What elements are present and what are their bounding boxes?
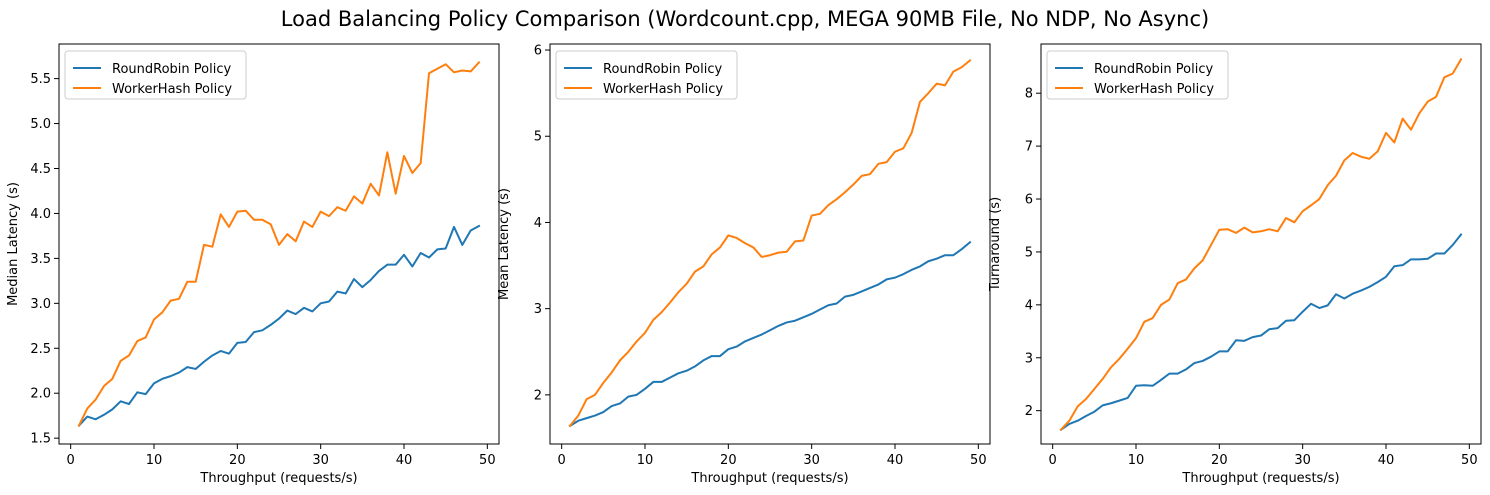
legend-label: RoundRobin Policy xyxy=(603,62,722,77)
y-tick-label: 4.5 xyxy=(30,162,51,177)
x-tick-label: 50 xyxy=(970,453,987,468)
y-tick-label: 1.5 xyxy=(30,432,51,447)
y-tick-label: 5.5 xyxy=(30,72,51,87)
x-tick-label: 10 xyxy=(637,453,654,468)
subplot-1: 0 10 20 30 40 50 1.5 2.0 2.5 3.0 3.5 4.0 4.5 5.0 5.5 Th… xyxy=(6,43,500,486)
y-tick-label: 7 xyxy=(1025,140,1033,155)
y-axis-label: Turnaround (s) xyxy=(988,197,1003,292)
subplot-2: 0 10 20 30 40 50 2 3 4 5 6 Throughput (requests/s) M… xyxy=(497,43,991,486)
y-tick-label: 2.5 xyxy=(30,342,51,357)
series-line-workerhash-policy xyxy=(77,61,481,427)
x-tick-label: 30 xyxy=(312,453,329,468)
series-line-workerhash-policy xyxy=(568,58,972,428)
y-tick-label: 5 xyxy=(534,130,542,145)
y-axis-label: Mean Latency (s) xyxy=(497,188,512,300)
axes-frame xyxy=(1040,43,1482,445)
y-tick-label: 6 xyxy=(1025,193,1033,208)
x-tick-label: 20 xyxy=(1211,453,1228,468)
y-tick-label: 8 xyxy=(1025,87,1033,102)
x-tick-label: 40 xyxy=(1378,453,1395,468)
x-axis-label: Throughput (requests/s) xyxy=(690,471,848,486)
y-tick-label: 5 xyxy=(1025,245,1033,260)
x-tick-label: 0 xyxy=(558,453,566,468)
legend-box xyxy=(1046,50,1229,100)
legend: RoundRobin Policy WorkerHash Policy xyxy=(1046,50,1229,100)
y-tick-label: 3 xyxy=(534,302,542,317)
legend-box xyxy=(555,50,738,100)
x-tick-label: 10 xyxy=(146,453,163,468)
y-tick-label: 6 xyxy=(534,44,542,59)
series-line-roundrobin-policy xyxy=(1059,233,1463,432)
y-tick-label: 4 xyxy=(534,216,542,231)
legend-label: WorkerHash Policy xyxy=(112,82,232,97)
y-tick-label: 3.5 xyxy=(30,252,51,267)
legend-label: WorkerHash Policy xyxy=(603,82,723,97)
x-tick-label: 0 xyxy=(1049,453,1057,468)
y-tick-label: 4 xyxy=(1025,298,1033,313)
y-tick-label: 2 xyxy=(1025,404,1033,419)
x-axis-label: Throughput (requests/s) xyxy=(199,471,357,486)
y-axis-label: Median Latency (s) xyxy=(6,182,21,306)
x-tick-label: 30 xyxy=(803,453,820,468)
x-tick-label: 0 xyxy=(67,453,75,468)
x-tick-label: 10 xyxy=(1128,453,1145,468)
axes-frame xyxy=(549,43,991,445)
y-tick-label: 2 xyxy=(534,388,542,403)
x-tick-label: 50 xyxy=(479,453,496,468)
legend-box xyxy=(64,50,247,100)
legend-label: RoundRobin Policy xyxy=(1094,62,1213,77)
legend: RoundRobin Policy WorkerHash Policy xyxy=(555,50,738,100)
subplot-3: 0 10 20 30 40 50 2 3 4 5 6 7 8 Throughput (requests/s… xyxy=(988,43,1482,486)
y-tick-label: 3 xyxy=(1025,351,1033,366)
legend-label: RoundRobin Policy xyxy=(112,62,231,77)
series-line-roundrobin-policy xyxy=(568,240,972,428)
y-tick-label: 3.0 xyxy=(30,297,51,312)
x-tick-label: 20 xyxy=(229,453,246,468)
figure-title: Load Balancing Policy Comparison (Wordco… xyxy=(281,7,1209,31)
legend: RoundRobin Policy WorkerHash Policy xyxy=(64,50,247,100)
x-tick-label: 20 xyxy=(720,453,737,468)
legend-label: WorkerHash Policy xyxy=(1094,82,1214,97)
x-tick-label: 40 xyxy=(887,453,904,468)
axes-frame xyxy=(58,43,500,445)
x-tick-label: 30 xyxy=(1294,453,1311,468)
y-tick-label: 2.0 xyxy=(30,387,51,402)
y-tick-label: 5.0 xyxy=(30,117,51,132)
y-tick-label: 4.0 xyxy=(30,207,51,222)
x-axis-label: Throughput (requests/s) xyxy=(1181,471,1339,486)
series-line-workerhash-policy xyxy=(1059,57,1463,432)
x-tick-label: 40 xyxy=(396,453,413,468)
x-tick-label: 50 xyxy=(1461,453,1478,468)
series-line-roundrobin-policy xyxy=(77,224,481,427)
